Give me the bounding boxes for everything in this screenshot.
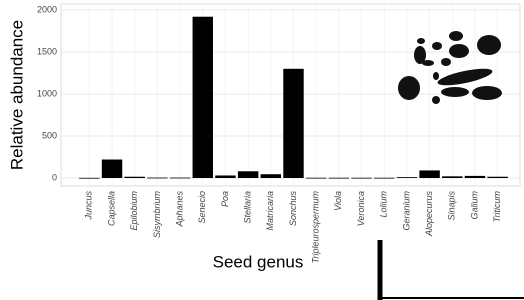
x-tick-label: Tripleurospermum	[311, 191, 321, 264]
bar	[351, 178, 371, 179]
x-tick-label: Sonchus	[288, 191, 298, 227]
y-tick-label: 2000	[37, 4, 57, 14]
bar	[215, 175, 235, 178]
x-tick-label: Sinapis	[447, 191, 457, 221]
bar	[79, 178, 99, 179]
bar	[487, 177, 507, 178]
bar	[306, 178, 326, 179]
y-tick-label: 0	[52, 172, 57, 182]
bar	[193, 17, 213, 178]
x-tick-label: Veronica	[356, 191, 366, 226]
x-tick-label: Alopecurus	[424, 191, 434, 238]
x-tick-label: Geranium	[401, 190, 411, 230]
x-tick-label: Triticum	[492, 191, 502, 223]
y-tick-label: 500	[42, 130, 57, 140]
bar	[329, 178, 349, 179]
x-tick-label: Epilobium	[129, 191, 139, 231]
y-tick-label: 1000	[37, 88, 57, 98]
y-axis-title: Relative abundance	[7, 20, 26, 170]
decoration-frame	[378, 240, 524, 300]
bar	[374, 178, 394, 179]
bar	[283, 69, 303, 178]
bar	[125, 177, 145, 178]
chart: Relative abundance Seed genus 0 500 1000 15…	[0, 0, 524, 300]
bar	[170, 178, 190, 179]
bar	[465, 176, 485, 178]
x-tick-label: Lolium	[379, 191, 389, 218]
x-tick-label: Senecio	[197, 191, 207, 224]
x-tick-label: Capsella	[106, 191, 116, 226]
x-tick-label: Poa	[220, 191, 230, 207]
bar	[147, 178, 167, 179]
bar	[261, 174, 281, 178]
x-tick-label: Juncus	[84, 191, 94, 221]
bar	[419, 170, 439, 178]
x-axis-title: Seed genus	[213, 252, 304, 271]
x-tick-label: Viola	[333, 191, 343, 211]
bar	[397, 177, 417, 178]
x-tick-label: Galium	[469, 191, 479, 220]
x-tick-label: Stellaria	[243, 191, 253, 224]
bar	[102, 160, 122, 178]
bar	[442, 176, 462, 178]
y-tick-label: 1500	[37, 46, 57, 56]
x-tick-label: Sisymbrium	[152, 191, 162, 239]
bar	[238, 171, 258, 178]
x-tick-label: Aphanes	[174, 191, 184, 228]
x-tick-label: Matricaria	[265, 191, 275, 231]
